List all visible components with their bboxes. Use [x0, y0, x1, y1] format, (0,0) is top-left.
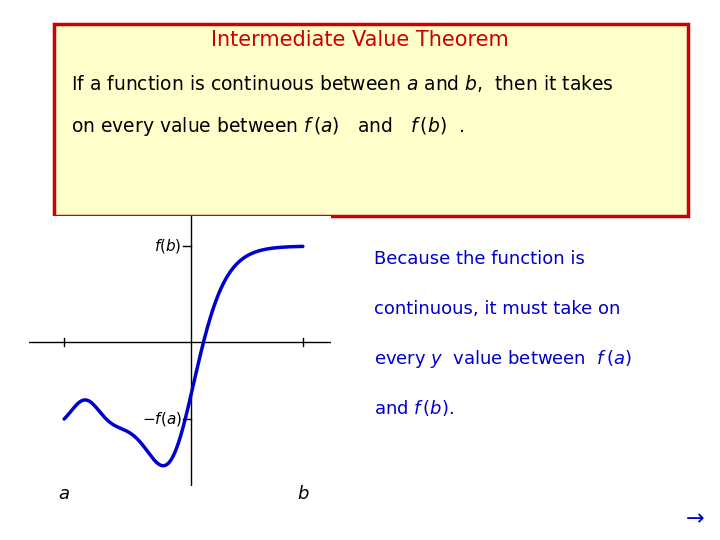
Text: Because the function is: Because the function is: [374, 250, 585, 268]
FancyBboxPatch shape: [54, 24, 688, 216]
Text: →: →: [685, 509, 704, 530]
Text: Intermediate Value Theorem: Intermediate Value Theorem: [211, 30, 509, 51]
Text: every $y$  value between  $f\,(a)$: every $y$ value between $f\,(a)$: [374, 348, 632, 369]
Text: $b$: $b$: [297, 485, 310, 503]
Text: and $f\,(b)$.: and $f\,(b)$.: [374, 398, 454, 419]
Text: $f(b)$: $f(b)$: [154, 238, 181, 255]
Text: If a function is continuous between $a$ and $b$,  then it takes: If a function is continuous between $a$ …: [71, 73, 613, 94]
Text: continuous, it must take on: continuous, it must take on: [374, 300, 621, 318]
Text: $-f(a)$: $-f(a)$: [142, 410, 181, 428]
Text: $a$: $a$: [58, 485, 70, 503]
Text: on every value between $f\,(a)$   and   $f\,(b)$  .: on every value between $f\,(a)$ and $f\,…: [71, 116, 464, 138]
